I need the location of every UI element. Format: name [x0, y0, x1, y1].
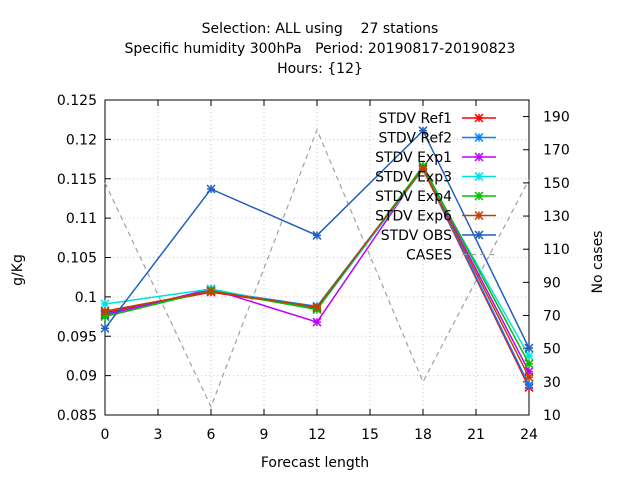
y2-tick-label: 30 — [543, 375, 561, 391]
y2-tick-label: 50 — [543, 342, 561, 358]
data-point — [524, 343, 534, 353]
data-point — [100, 323, 110, 333]
data-point — [100, 299, 110, 309]
x-tick-label: 0 — [101, 427, 110, 443]
y-tick-label: 0.115 — [57, 172, 97, 188]
legend-item: STDV Exp4 — [375, 189, 496, 205]
y2-tick-label: 190 — [543, 110, 570, 126]
x-tick-label: 3 — [154, 427, 163, 443]
legend-marker — [474, 191, 484, 201]
legend-label: STDV Ref1 — [378, 111, 452, 127]
y2-tick-label: 170 — [543, 143, 570, 159]
y2-tick-label: 70 — [543, 309, 561, 325]
x-axis-label: Forecast length — [260, 455, 370, 471]
y-tick-label: 0.11 — [66, 211, 97, 227]
legend-marker — [474, 113, 484, 123]
legend: STDV Ref1 STDV Ref2 STDV Exp1 STDV Exp3 STDV… — [375, 111, 496, 264]
legend-marker — [474, 171, 484, 182]
chart-title-line-1: Selection: ALL using 27 stations — [201, 21, 439, 37]
y2-tick-label: 130 — [543, 209, 570, 225]
series-cases — [104, 128, 530, 409]
x-tick-label: 18 — [414, 427, 432, 443]
series-line — [104, 167, 530, 388]
x-tick-label: 6 — [207, 427, 216, 443]
y-axis-label: g/Kg — [10, 254, 26, 286]
legend-marker — [474, 132, 484, 143]
y2-tick-label: 110 — [543, 242, 570, 258]
data-point — [206, 286, 216, 296]
x-tick-label: 24 — [520, 427, 538, 443]
legend-label: STDV Exp6 — [375, 209, 452, 225]
legend-marker — [474, 210, 484, 221]
grid — [105, 100, 529, 415]
legend-label: STDV OBS — [381, 228, 452, 244]
series-line — [104, 128, 530, 409]
legend-item: STDV Ref1 — [378, 111, 496, 127]
data-point — [100, 306, 110, 316]
x-tick-label: 9 — [260, 427, 269, 443]
legend-item: STDV OBS — [381, 228, 496, 244]
y-tick-label: 0.085 — [57, 408, 97, 424]
legend-item: STDV Exp6 — [375, 209, 496, 225]
legend-label: STDV Ref2 — [378, 131, 452, 147]
legend-item: STDV Ref2 — [378, 131, 496, 147]
y-tick-label: 0.12 — [66, 132, 97, 148]
x-tick-label: 15 — [361, 427, 379, 443]
y2-tick-label: 150 — [543, 176, 570, 192]
data-point — [524, 372, 534, 382]
data-point — [418, 126, 428, 136]
series-layer — [100, 126, 534, 409]
legend-label: STDV Exp3 — [375, 170, 452, 186]
x-tick-label: 21 — [467, 427, 485, 443]
x-tick-label: 12 — [308, 427, 326, 443]
legend-item: STDV Exp1 — [375, 150, 496, 166]
data-point — [312, 230, 322, 240]
data-point — [206, 184, 216, 194]
data-point — [312, 317, 322, 327]
chart-title-line-3: Hours: {12} — [277, 61, 363, 77]
legend-label: STDV Exp4 — [375, 189, 452, 205]
legend-label: STDV Exp1 — [375, 150, 452, 166]
chart-title-line-2: Specific humidity 300hPa Period: 2019081… — [124, 41, 516, 57]
series-stdv-obs — [100, 126, 534, 353]
y2-tick-label: 10 — [543, 408, 561, 424]
legend-label: CASES — [406, 248, 452, 264]
legend-marker — [474, 152, 484, 162]
legend-marker — [474, 230, 484, 240]
y-tick-label: 0.09 — [66, 369, 97, 385]
series-line — [104, 167, 530, 357]
series-stdv-exp1 — [100, 162, 534, 377]
series-stdv-exp6 — [100, 163, 534, 382]
data-point — [524, 359, 534, 369]
y2-tick-label: 90 — [543, 275, 561, 291]
y-tick-label: 0.105 — [57, 251, 97, 267]
secondary-y-axis-label: No cases — [590, 230, 606, 294]
legend-item: STDV Exp3 — [375, 170, 496, 186]
series-stdv-ref1 — [100, 164, 534, 392]
axes: 0 3 6 9 12 15 18 21 24 0.085 0.09 0.095 0.1 0.105 0.11… — [57, 93, 570, 443]
legend-item: CASES — [406, 248, 496, 264]
y-tick-label: 0.125 — [57, 93, 97, 109]
data-point — [524, 380, 534, 390]
data-point — [418, 163, 428, 174]
y-tick-label: 0.1 — [75, 290, 97, 306]
y-tick-label: 0.095 — [57, 329, 97, 345]
data-point — [312, 302, 322, 312]
